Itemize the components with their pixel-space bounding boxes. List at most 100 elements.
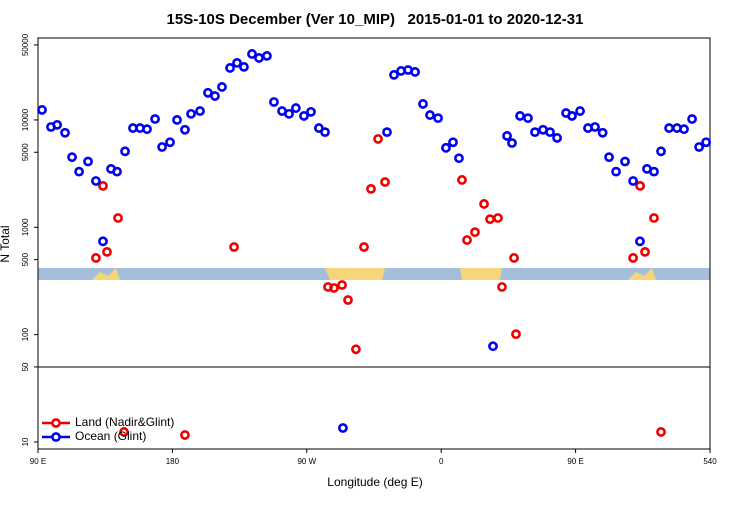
point	[284, 108, 294, 119]
point	[119, 427, 129, 437]
point	[74, 166, 84, 177]
point	[351, 344, 361, 355]
point	[52, 119, 63, 130]
x-tick-label: 180	[166, 457, 180, 466]
point	[433, 113, 443, 124]
point	[462, 235, 472, 245]
point	[611, 166, 621, 177]
point	[150, 114, 160, 124]
point	[113, 213, 123, 223]
point	[694, 142, 704, 152]
y-tick-label: 1000	[21, 218, 30, 236]
point	[98, 236, 108, 247]
point	[102, 246, 112, 257]
point	[380, 177, 390, 187]
point	[232, 57, 242, 68]
point	[186, 108, 196, 119]
y-tick-label: 10	[21, 437, 30, 446]
point	[515, 111, 525, 121]
legend-marker	[51, 418, 61, 428]
point	[366, 183, 376, 194]
point	[418, 99, 428, 109]
x-tick-label: 0	[439, 457, 444, 466]
point	[338, 423, 348, 433]
point	[640, 246, 650, 257]
chart-title: 15S-10S December (Ver 10_MIP) 2015-01-01…	[167, 11, 584, 28]
y-tick-label: 50000	[21, 33, 30, 56]
point	[239, 62, 249, 72]
point	[441, 142, 451, 153]
point	[635, 180, 646, 191]
point	[373, 134, 383, 144]
x-tick-label: 540	[703, 457, 717, 466]
y-tick-label: 50	[21, 362, 30, 371]
legend-marker	[51, 432, 61, 442]
point	[83, 156, 93, 167]
point	[262, 51, 272, 61]
point	[91, 253, 101, 263]
x-tick-label: 90 E	[30, 457, 46, 466]
point	[656, 427, 666, 437]
point	[343, 295, 353, 305]
point	[575, 106, 585, 116]
point	[656, 146, 666, 157]
point	[67, 152, 77, 163]
point	[511, 329, 521, 340]
point	[180, 430, 190, 440]
point	[269, 97, 279, 107]
point	[497, 282, 507, 292]
point	[567, 111, 577, 121]
point	[507, 138, 517, 148]
x-tick-label: 90 W	[297, 457, 316, 466]
point	[254, 53, 264, 63]
point	[306, 106, 316, 117]
point	[120, 146, 130, 157]
point	[329, 283, 339, 293]
point	[247, 49, 257, 59]
point	[425, 110, 435, 120]
y-tick-label: 500	[21, 252, 30, 266]
point	[448, 137, 458, 148]
point	[389, 69, 399, 80]
y-axis-label: N Total	[0, 225, 12, 262]
point	[225, 63, 235, 73]
point	[545, 127, 555, 138]
legend-label: Land (Nadir&Glint)	[75, 415, 174, 429]
point	[290, 103, 301, 113]
point	[217, 82, 227, 92]
point	[142, 124, 152, 135]
point	[628, 253, 638, 263]
point	[195, 106, 205, 116]
point	[359, 242, 369, 252]
point	[165, 137, 175, 148]
point	[523, 113, 533, 124]
point	[98, 180, 108, 191]
point	[687, 114, 697, 124]
point	[91, 176, 101, 186]
point	[457, 175, 467, 185]
point	[664, 123, 674, 133]
point	[479, 199, 489, 209]
point	[552, 133, 562, 143]
point	[470, 227, 480, 238]
point	[502, 131, 512, 141]
point	[210, 91, 220, 101]
point	[628, 176, 638, 186]
point	[679, 124, 689, 135]
point	[509, 253, 519, 263]
y-tick-label: 100	[21, 327, 30, 341]
point	[635, 236, 645, 247]
legend-label: Ocean (Glint)	[75, 429, 146, 443]
point	[590, 122, 600, 132]
point	[172, 115, 182, 125]
plot-frame	[37, 37, 711, 450]
point	[649, 166, 659, 177]
y-tick-label: 5000	[21, 143, 30, 161]
point	[299, 111, 309, 121]
point	[485, 214, 495, 225]
point	[60, 127, 70, 138]
point	[37, 105, 47, 115]
x-tick-label: 90 E	[567, 457, 583, 466]
point	[229, 242, 239, 252]
